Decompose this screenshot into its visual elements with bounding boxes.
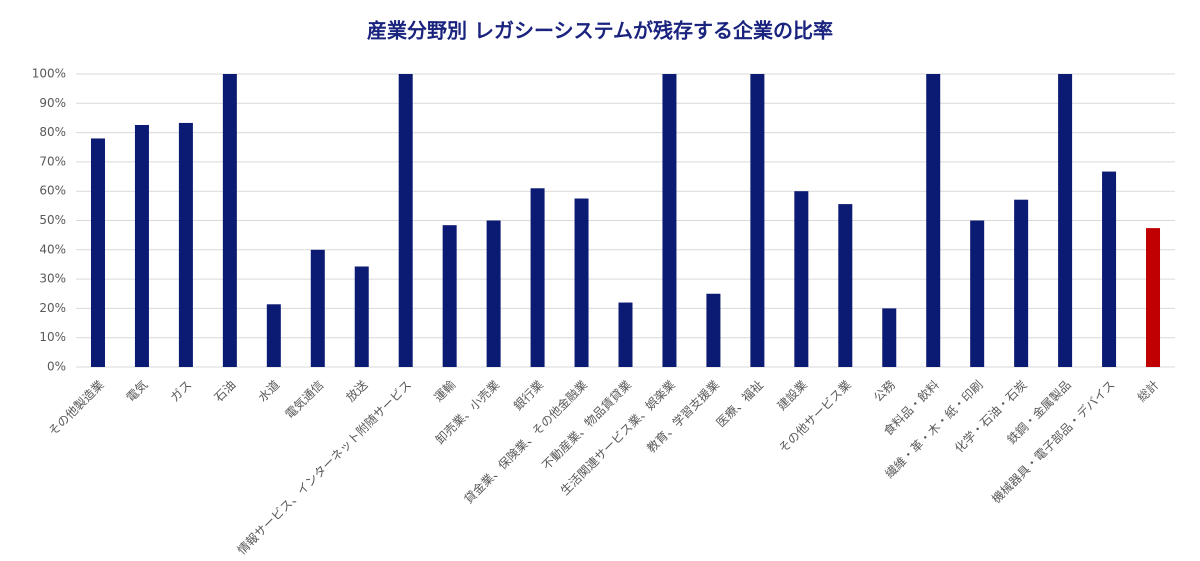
x-tick-label: 運輸 xyxy=(431,377,459,405)
bar xyxy=(486,220,501,367)
bar xyxy=(310,249,325,367)
y-tick-label: 40% xyxy=(39,242,66,256)
bar xyxy=(442,225,457,367)
bar xyxy=(618,302,633,367)
bar xyxy=(794,191,809,367)
bar xyxy=(574,198,589,367)
y-tick-label: 0% xyxy=(47,360,66,374)
x-tick-label: 教育、学習支援業 xyxy=(644,377,722,455)
x-tick-label: 石油 xyxy=(212,378,239,405)
bar xyxy=(1146,228,1161,367)
x-tick-label: 建設業 xyxy=(774,377,810,413)
bar xyxy=(1014,199,1029,367)
bar xyxy=(838,204,853,367)
bar xyxy=(882,308,897,367)
bar xyxy=(530,188,545,367)
x-tick-label: 銀行業 xyxy=(511,378,546,413)
y-tick-label: 90% xyxy=(39,96,66,110)
x-tick-label: 医療、福祉 xyxy=(713,377,766,430)
x-tick-label: ガス xyxy=(168,378,195,405)
y-tick-label: 60% xyxy=(39,184,66,198)
x-tick-label: その他製造業 xyxy=(46,378,107,439)
y-tick-label: 10% xyxy=(39,330,66,344)
bar xyxy=(750,74,765,367)
bar xyxy=(266,304,281,367)
x-tick-label: 電気通信 xyxy=(282,377,327,422)
bar xyxy=(662,74,677,367)
bar xyxy=(354,266,369,367)
chart-title: 産業分野別 レガシーシステムが残存する企業の比率 xyxy=(367,19,833,43)
y-tick-label: 80% xyxy=(39,125,66,139)
bar xyxy=(134,124,149,368)
bar xyxy=(222,74,237,367)
y-tick-label: 20% xyxy=(39,301,66,315)
y-tick-label: 70% xyxy=(39,154,66,168)
x-tick-label: 総計 xyxy=(1134,377,1162,405)
x-tick-label: 電気 xyxy=(123,377,151,405)
bar xyxy=(398,74,413,367)
bar xyxy=(706,293,721,367)
x-tick-label: 化学・石油・石炭 xyxy=(951,377,1029,455)
bar xyxy=(178,122,193,367)
x-tick-label: 放送 xyxy=(343,377,371,405)
y-tick-label: 100% xyxy=(32,67,66,81)
bar xyxy=(1102,171,1117,367)
bar xyxy=(926,74,941,367)
x-tick-label: 情報サービス、インターネット附随サービス xyxy=(234,377,414,557)
y-tick-label: 50% xyxy=(39,213,66,227)
bar xyxy=(970,220,985,367)
y-tick-label: 30% xyxy=(39,272,66,286)
x-tick-label: 公務 xyxy=(871,378,898,405)
bar xyxy=(90,138,105,367)
bar xyxy=(1058,74,1073,367)
x-tick-label: 水道 xyxy=(256,378,283,405)
